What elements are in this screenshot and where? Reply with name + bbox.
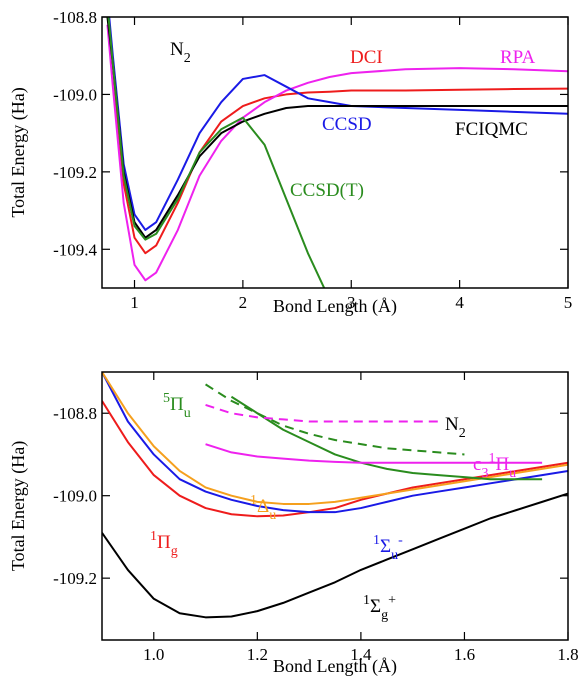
annotation-part: 5: [163, 391, 170, 406]
annotation-part: 1: [488, 451, 495, 466]
plot-area: [102, 372, 568, 619]
y-tick-label: -109.4: [53, 240, 97, 259]
panel: 1.0 1.2 1.4 1.6 1.8 -109.2 -109.0 -108.8 Bond Le…: [8, 371, 579, 677]
annotation-part: 2: [459, 426, 466, 441]
annotation-part: N: [445, 414, 459, 435]
series-line: [230, 395, 543, 481]
annotation-part: 1: [250, 493, 257, 508]
series-label: FCIQMC: [455, 119, 528, 140]
annotation: N2: [445, 414, 466, 441]
annotation-part: Δ: [257, 496, 269, 517]
series-line: [205, 383, 465, 456]
series-line: [102, 400, 568, 518]
x-tick-label: 1.8: [557, 645, 578, 664]
y-tick-label: -109.2: [53, 569, 97, 588]
x-tick-label: 1.6: [454, 645, 475, 664]
series-label: RPA: [500, 47, 535, 68]
series-line: [107, 17, 326, 288]
annotation-part: 1: [150, 529, 157, 544]
series-line: [205, 443, 543, 464]
annotation-part: g: [381, 608, 388, 623]
y-tick-label: -108.8: [53, 404, 97, 423]
y-axis-title: Total Energy (Ha): [8, 87, 29, 217]
series-line: [107, 17, 568, 255]
annotation: 1Σg+: [363, 593, 396, 623]
y-tick-label: -109.2: [53, 163, 97, 182]
annotation: 1Σu-: [373, 533, 403, 563]
annotation-part: Π: [157, 532, 171, 553]
annotation-part: c: [473, 454, 481, 475]
plot-frame: [101, 16, 569, 289]
x-tick-label: 1: [130, 293, 139, 312]
plot-frame: [101, 371, 569, 641]
x-tick-label: 4: [455, 293, 464, 312]
x-tick-label: 3: [347, 293, 356, 312]
series-label: CCSD(T): [290, 180, 364, 201]
annotation-part: -: [398, 533, 403, 548]
series-line: [205, 404, 439, 423]
annotation-part: Π: [170, 394, 184, 415]
annotation-part: N: [170, 39, 184, 60]
annotation-part: 3: [481, 466, 488, 481]
annotation: 1Δu: [250, 493, 276, 523]
annotation-part: 2: [184, 51, 191, 66]
annotation-part: 1: [363, 593, 370, 608]
annotation-part: u: [269, 508, 276, 523]
annotation: 1Πg: [150, 529, 178, 559]
x-tick-label: 5: [564, 293, 573, 312]
series-line: [108, 17, 568, 231]
x-tick-label: 1.0: [143, 645, 164, 664]
annotation-part: Σ: [380, 536, 391, 557]
annotation: 5Πu: [163, 391, 191, 421]
series-line: [102, 372, 568, 505]
annotation-part: Σ: [370, 596, 381, 617]
x-axis-title: Bond Length (Å): [273, 296, 397, 317]
series-label: DCI: [350, 47, 383, 68]
annotation-part: Π: [495, 454, 509, 475]
annotation-part: g: [171, 544, 178, 559]
annotation-part: u: [391, 548, 398, 563]
series-line: [102, 492, 568, 619]
y-tick-label: -109.0: [53, 85, 97, 104]
y-tick-label: -109.0: [53, 487, 97, 506]
annotation-part: +: [388, 593, 396, 608]
annotation-part: 1: [373, 533, 380, 548]
annotation-part: u: [509, 466, 516, 481]
series-line: [102, 372, 568, 514]
x-tick-label: 1.4: [350, 645, 372, 664]
x-tick-label: 1.2: [247, 645, 268, 664]
plot-area: [106, 17, 568, 288]
x-tick-label: 2: [239, 293, 248, 312]
series-label: CCSD: [322, 114, 372, 135]
annotation-part: u: [184, 406, 191, 421]
y-tick-label: -108.8: [53, 8, 97, 27]
annotation: c31Πu: [473, 451, 516, 481]
annotation: N2: [170, 39, 191, 66]
x-axis-title: Bond Length (Å): [273, 656, 397, 677]
panel: 1 2 3 4 5 -109.4 -109.2 -109.0 -108.8 Bond Length…: [8, 8, 573, 317]
series-line: [106, 24, 568, 282]
y-axis-title: Total Energy (Ha): [8, 441, 29, 571]
